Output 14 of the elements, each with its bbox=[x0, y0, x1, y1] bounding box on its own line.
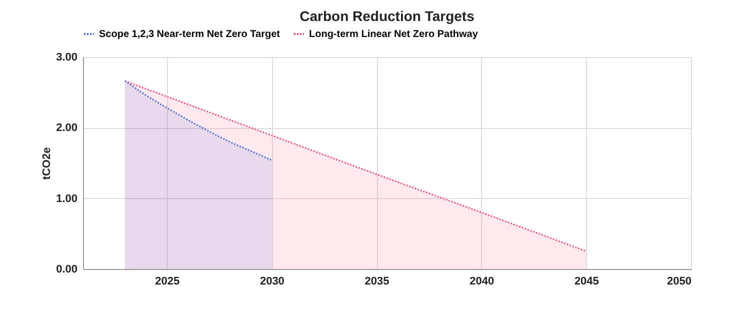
y-axis-title: tCO2e bbox=[41, 147, 54, 180]
y-tick-label: 0.00 bbox=[56, 264, 78, 276]
x-tick-label: 2030 bbox=[260, 276, 284, 288]
legend-label: Scope 1,2,3 Near-term Net Zero Target bbox=[99, 29, 281, 40]
chart-title: Carbon Reduction Targets bbox=[300, 8, 475, 24]
y-tick-label: 1.00 bbox=[56, 192, 78, 205]
x-tick-label: 2050 bbox=[667, 276, 692, 288]
x-tick-label: 2035 bbox=[364, 276, 390, 288]
x-tick-label: 2045 bbox=[574, 276, 599, 288]
y-tick-label: 2.00 bbox=[56, 122, 78, 134]
legend-label: Long-term Linear Net Zero Pathway bbox=[309, 29, 478, 40]
x-tick-label: 2025 bbox=[155, 276, 180, 288]
y-tick-label: 3.00 bbox=[56, 52, 78, 64]
x-tick-label: 2040 bbox=[470, 276, 494, 288]
